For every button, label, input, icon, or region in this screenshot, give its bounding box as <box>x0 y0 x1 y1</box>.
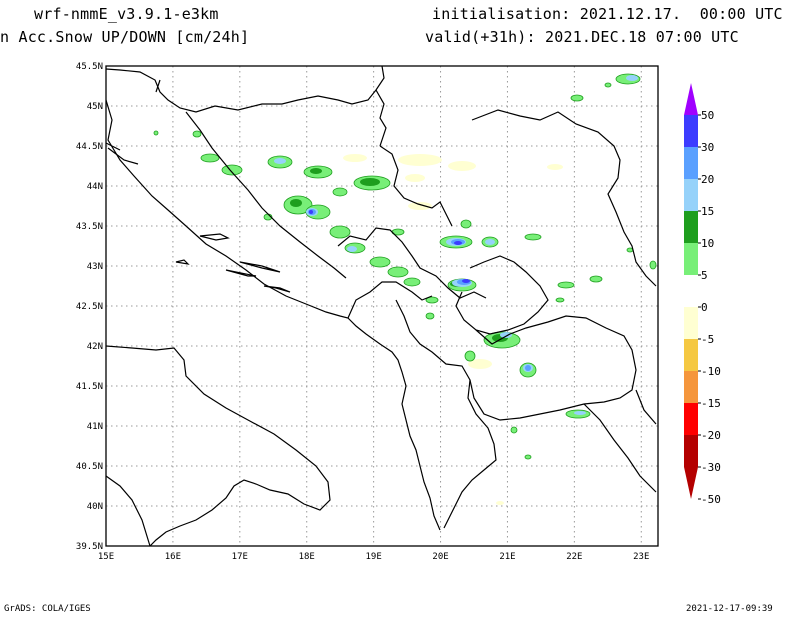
colorbar-label: 30 <box>701 141 714 154</box>
lon-tick-label: 23E <box>633 552 649 562</box>
colorbar-swatch <box>684 243 698 275</box>
colorbar-label: 20 <box>701 173 714 186</box>
lat-tick-label: 42.5N <box>76 302 103 312</box>
colorbar-swatch <box>684 147 698 179</box>
colorbar-label: -30 <box>701 461 721 474</box>
lat-tick-label: 42N <box>87 342 103 352</box>
lat-tick-label: 39.5N <box>76 542 103 552</box>
colorbar-label: -50 <box>701 493 721 506</box>
map-frame <box>105 65 659 547</box>
colorbar-top-arrow <box>684 83 698 115</box>
colorbar-label: -20 <box>701 429 721 442</box>
colorbar-swatch <box>684 211 698 243</box>
lat-tick-label: 45N <box>87 102 103 112</box>
lon-tick-label: 20E <box>432 552 448 562</box>
colorbar-label: -5 <box>701 333 714 346</box>
lat-tick-label: 43N <box>87 262 103 272</box>
graticule <box>106 66 658 546</box>
lat-tick-label: 40N <box>87 502 103 512</box>
lon-tick-label: 19E <box>366 552 382 562</box>
lat-tick-label: 45.5N <box>76 62 103 72</box>
colorbar-label: 10 <box>701 237 714 250</box>
colorbar-label: -10 <box>701 365 721 378</box>
colorbar-swatch <box>684 435 698 467</box>
colorbar-swatch <box>684 115 698 147</box>
snow-field <box>153 73 657 505</box>
initialisation-time: initialisation: 2021.12.17. 00:00 UTC <box>432 5 783 23</box>
valid-time: valid(+31h): 2021.DEC.18 07:00 UTC <box>425 28 739 46</box>
footer-timestamp: 2021-12-17-09:39 <box>686 604 773 614</box>
field-title: n Acc.Snow UP/DOWN [cm/24h] <box>0 28 250 46</box>
footer-credit: GrADS: COLA/IGES <box>4 604 91 614</box>
colorbar-swatch <box>684 275 698 307</box>
colorbar-swatch <box>684 371 698 403</box>
lat-tick-label: 44.5N <box>76 142 103 152</box>
colorbar-label: 0 <box>701 301 708 314</box>
lon-tick-label: 15E <box>98 552 114 562</box>
coastlines-borders <box>106 66 657 546</box>
lat-tick-label: 41N <box>87 422 103 432</box>
colorbar-swatch <box>684 403 698 435</box>
longitude-labels: 15E 16E 17E 18E 19E 20E 21E 22E 23E <box>98 552 650 562</box>
model-title: wrf-nmmE_v3.9.1-e3km <box>34 5 219 23</box>
colorbar-swatch <box>684 179 698 211</box>
colorbar-label: 15 <box>701 205 714 218</box>
colorbar-label: -15 <box>701 397 721 410</box>
lon-tick-label: 18E <box>299 552 315 562</box>
lat-tick-label: 40.5N <box>76 462 103 472</box>
colorbar-label: 5 <box>701 269 708 282</box>
latitude-labels: 45.5N 45N 44.5N 44N 43.5N 43N 42.5N 42N 41.5N 41N… <box>76 62 103 552</box>
colorbar-label: 50 <box>701 109 714 122</box>
lat-tick-label: 41.5N <box>76 382 103 392</box>
lon-tick-label: 16E <box>165 552 181 562</box>
lon-tick-label: 17E <box>232 552 248 562</box>
lon-tick-label: 21E <box>499 552 515 562</box>
colorbar-bottom-arrow <box>684 467 698 499</box>
lon-tick-label: 22E <box>566 552 582 562</box>
colorbar-swatch <box>684 339 698 371</box>
lat-tick-label: 44N <box>87 182 103 192</box>
lat-tick-label: 43.5N <box>76 222 103 232</box>
colorbar-swatch <box>684 307 698 339</box>
